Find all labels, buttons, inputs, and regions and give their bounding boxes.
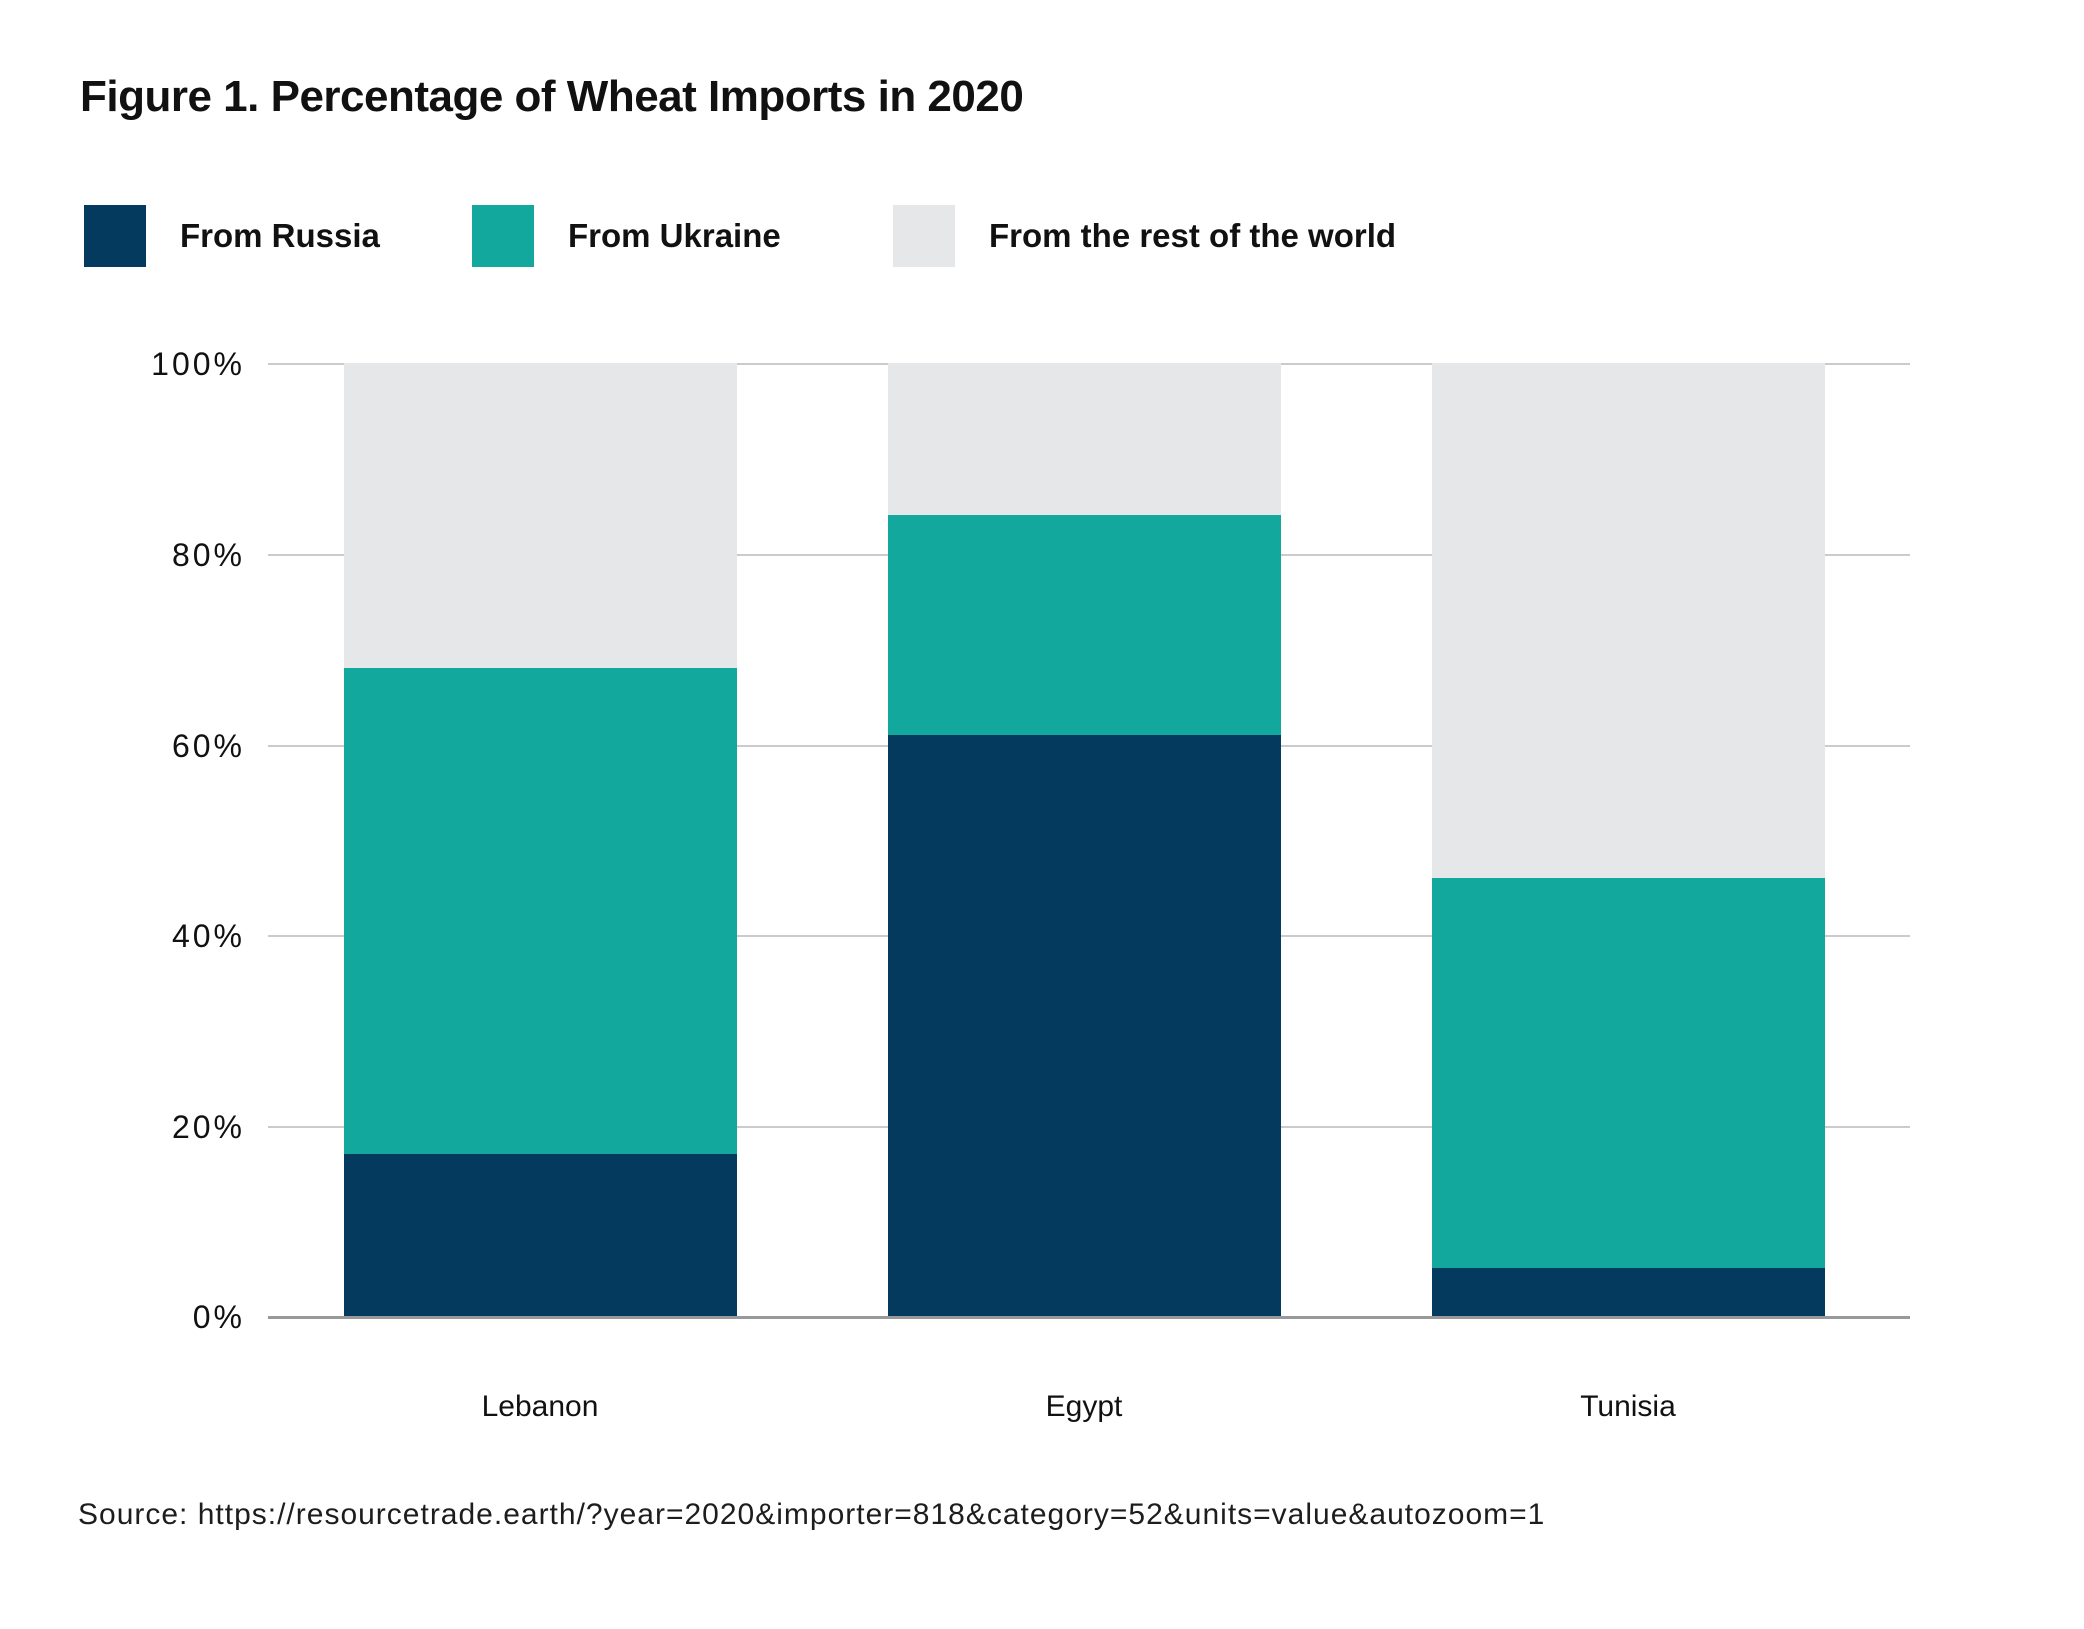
legend-swatch-rest-of-world-icon	[893, 205, 955, 267]
legend-label-rest-of-world: From the rest of the world	[989, 217, 1397, 254]
bar-segment-tunisia-russia	[1432, 1268, 1825, 1316]
legend-swatch-ukraine-icon	[472, 205, 534, 267]
legend-item-ukraine: From Ukraine	[472, 205, 781, 267]
y-tick-label-40: 40%	[171, 918, 245, 954]
bar-segment-egypt-ukraine	[888, 515, 1281, 735]
bar-segment-egypt-rest-of-world	[888, 363, 1281, 515]
x-axis-line	[268, 1316, 1910, 1319]
source-text: Source: https://resourcetrade.earth/?yea…	[78, 1498, 1546, 1531]
y-tick-label-20: 20%	[171, 1109, 245, 1145]
y-tick-label-100: 100%	[151, 346, 245, 382]
legend-label-russia: From Russia	[180, 217, 380, 254]
y-tick-label-0: 0%	[192, 1299, 245, 1335]
y-tick-label-80: 80%	[171, 537, 245, 573]
x-tick-label-lebanon: Lebanon	[481, 1390, 599, 1423]
x-tick-label-tunisia: Tunisia	[1580, 1390, 1676, 1423]
legend-swatch-russia-icon	[84, 205, 146, 267]
bar-segment-lebanon-russia	[344, 1154, 737, 1316]
bar-segment-lebanon-rest-of-world	[344, 363, 737, 668]
legend-item-russia: From Russia	[84, 205, 380, 267]
bar-segment-tunisia-ukraine	[1432, 878, 1825, 1268]
legend-item-rest-of-world: From the rest of the world	[893, 205, 1396, 267]
figure-title: Figure 1. Percentage of Wheat Imports in…	[80, 72, 1024, 121]
x-tick-label-egypt: Egypt	[1045, 1390, 1123, 1423]
legend-label-ukraine: From Ukraine	[568, 217, 781, 254]
bar-segment-lebanon-ukraine	[344, 668, 737, 1154]
bar-segment-egypt-russia	[888, 735, 1281, 1316]
y-tick-label-60: 60%	[171, 728, 245, 764]
bar-segment-tunisia-rest-of-world	[1432, 363, 1825, 878]
